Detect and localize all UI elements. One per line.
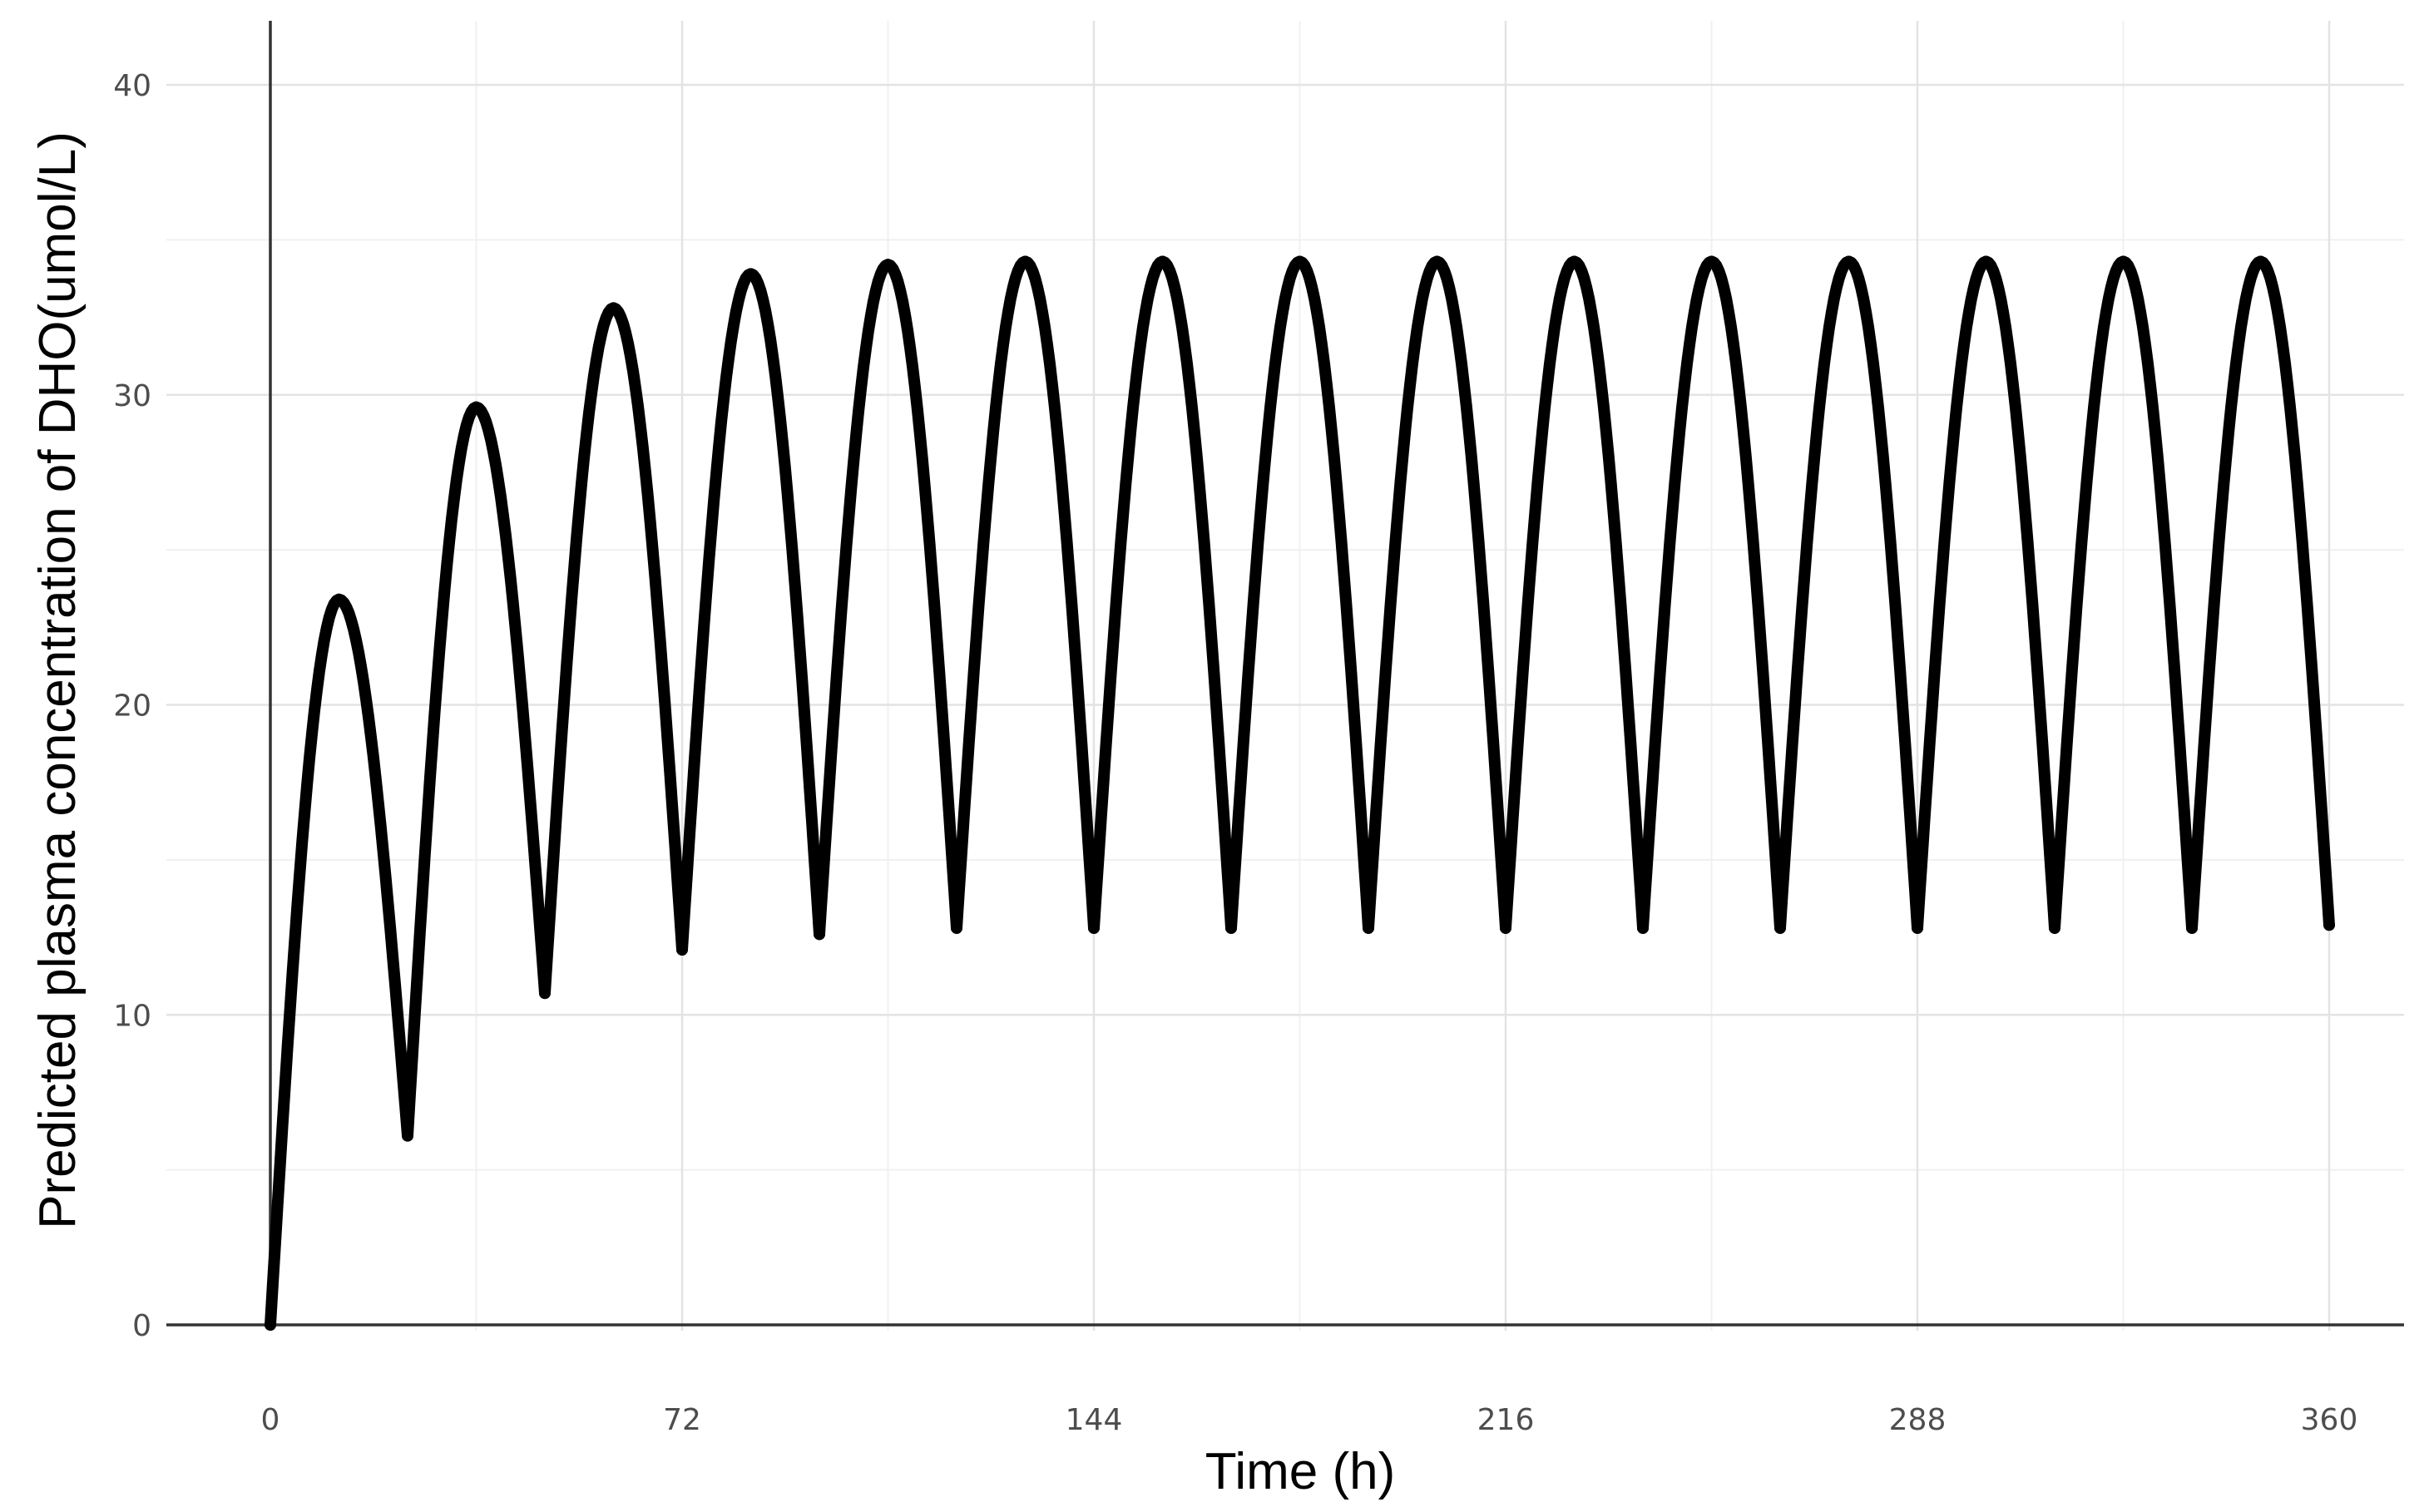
data-point: [1294, 255, 1306, 268]
data-point: [1019, 255, 1031, 268]
data-point: [676, 943, 688, 956]
data-point: [2323, 919, 2335, 931]
x-axis-title: Time (h): [1205, 1443, 1395, 1500]
data-point: [470, 401, 482, 413]
data-point: [402, 1129, 413, 1142]
y-tick-label: 30: [113, 379, 151, 413]
data-point: [607, 302, 620, 314]
data-point: [1363, 922, 1374, 934]
data-point: [951, 922, 962, 934]
data-point: [1500, 922, 1511, 934]
data-point: [2049, 922, 2060, 934]
data-point: [2254, 255, 2267, 268]
data-point: [1568, 255, 1581, 268]
data-point: [745, 268, 757, 280]
data-point: [1843, 255, 1855, 268]
x-tick-label: 216: [1477, 1403, 1535, 1437]
x-tick-label: 144: [1066, 1403, 1123, 1437]
data-point: [333, 593, 345, 605]
data-point: [1637, 922, 1649, 934]
x-tick-label: 0: [261, 1403, 280, 1437]
x-tick-label: 288: [1889, 1403, 1947, 1437]
axes: [166, 21, 2404, 1331]
y-tick-label: 10: [113, 999, 151, 1033]
data-point: [1088, 922, 1100, 934]
y-axis-title: Predicted plasma concentration of DHO(um…: [29, 131, 87, 1229]
data-point: [1225, 922, 1237, 934]
data-point: [1431, 255, 1443, 268]
data-point: [2186, 922, 2198, 934]
data-point: [1156, 255, 1169, 268]
data-point: [882, 259, 894, 271]
data-point: [539, 987, 551, 1000]
x-tick-label: 72: [663, 1403, 701, 1437]
y-tick-label: 20: [113, 689, 151, 724]
data-point: [2117, 255, 2130, 268]
x-tick-label: 360: [2301, 1403, 2358, 1437]
data-point: [1705, 255, 1718, 268]
data-point: [1980, 255, 1992, 268]
data-points: [265, 255, 2335, 1331]
y-tick-label: 0: [132, 1309, 151, 1343]
data-point: [1774, 922, 1786, 934]
y-tick-label: 40: [113, 69, 151, 103]
data-point: [814, 928, 825, 941]
grid: [166, 21, 2404, 1331]
tick-labels: 0 72 144 216 288 360 0 10 20 30 40: [113, 69, 2357, 1437]
data-point: [265, 1319, 276, 1331]
data-point: [1912, 922, 1923, 934]
